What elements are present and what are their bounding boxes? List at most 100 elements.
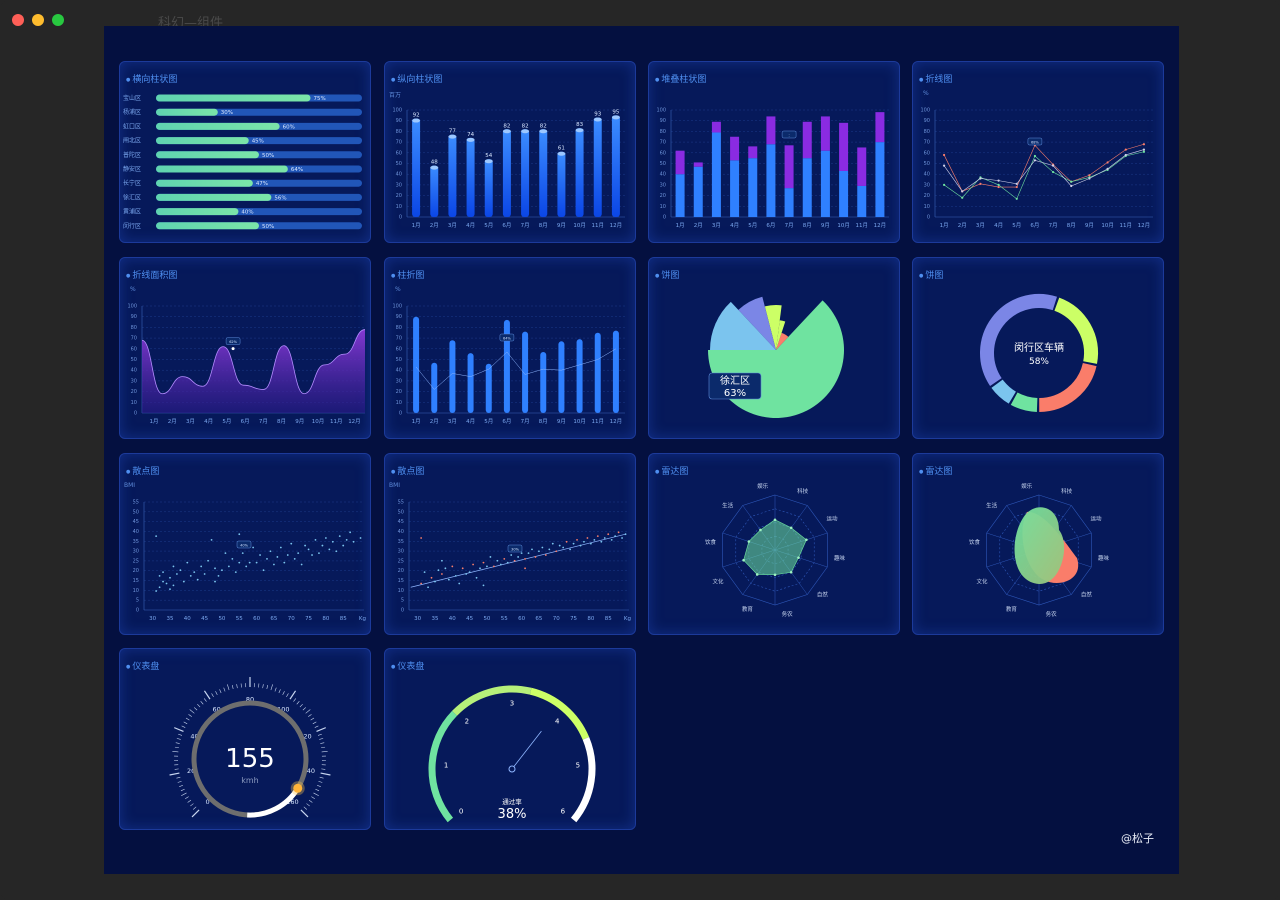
gauge-tick [189, 709, 195, 714]
bar [485, 363, 492, 413]
gauge-tick-label: 140 [303, 767, 315, 775]
gauge-tick-label: 1 [444, 761, 448, 769]
tooltip-box [507, 544, 523, 553]
y-tick-label: 100 [920, 108, 930, 114]
bar-segment [730, 136, 740, 161]
area-fill [142, 329, 365, 413]
y-tick-label: 15 [398, 578, 404, 584]
data-point [1124, 153, 1127, 157]
radar-indicator: 趣味 [834, 554, 846, 562]
x-tick-label: 6月 [241, 418, 250, 425]
tooltip-box [708, 372, 762, 400]
trend-line [410, 533, 626, 588]
bar-segment [857, 185, 867, 217]
data-label: 74 [467, 132, 474, 138]
data-point [614, 535, 617, 538]
x-tick-label: 5月 [1012, 222, 1021, 229]
x-tick-label: 80 [587, 616, 594, 622]
panel-title: 饼图 [655, 268, 679, 281]
vbar-panel: 纵向柱状图 百万 0 10 20 30 40 50 60 70 80 90 100 92 1月 48 2月 7… [384, 61, 636, 243]
y-tick-label: 40 [396, 172, 402, 178]
panel-title: 雷达图 [655, 464, 688, 477]
y-tick-label: 5 [136, 598, 139, 604]
data-point [238, 533, 241, 536]
bar [502, 129, 511, 217]
gauge-tick [303, 806, 308, 810]
bar [521, 129, 530, 217]
y-tick-label: 50 [131, 357, 137, 363]
data-point [447, 578, 450, 581]
data-point [441, 559, 443, 562]
data-point [420, 582, 423, 585]
y-tick-label: 60 [924, 150, 930, 156]
y-tick-label: 60 [131, 346, 137, 352]
y-tick-label: 20 [660, 193, 666, 199]
data-point [531, 548, 533, 551]
x-tick-label: 70 [553, 616, 560, 622]
data-point [269, 550, 272, 553]
category-label: 静安区 [123, 165, 141, 173]
close-button[interactable] [12, 14, 24, 26]
x-tick-label: 50 [218, 616, 225, 622]
bar [412, 118, 421, 217]
data-point [534, 556, 537, 558]
data-point [510, 554, 513, 556]
data-point [548, 548, 551, 551]
y-tick-label: 25 [398, 558, 404, 564]
data-point [307, 548, 310, 551]
gauge-tick [172, 751, 179, 753]
bar-cap [430, 165, 439, 170]
data-point [475, 576, 478, 579]
x-tick-label: 45 [201, 616, 208, 622]
gauge-tick [176, 738, 181, 740]
bar-cap [448, 134, 457, 139]
bar [430, 165, 439, 217]
x-tick-label: 9月 [557, 222, 566, 229]
data-point [155, 535, 158, 538]
radar-indicator: 自然 [1081, 590, 1093, 598]
donut-segment [1054, 297, 1098, 364]
x-tick-label: 2月 [694, 222, 703, 229]
x-tick-label: 40 [184, 616, 191, 622]
data-point [200, 565, 203, 568]
x-tick-label: 7月 [521, 222, 530, 229]
data-point [486, 565, 488, 568]
bar [156, 122, 280, 130]
donut-panel: 饼图 闵行区车辆 58% [912, 257, 1164, 439]
y-tick-label: 70 [924, 140, 930, 146]
data-point [162, 580, 164, 583]
data-point [423, 571, 426, 574]
data-point [461, 567, 464, 570]
bar-cap [521, 129, 530, 134]
y-tick-label: 15 [133, 578, 139, 584]
maximize-button[interactable] [52, 14, 64, 26]
data-point [430, 576, 433, 579]
data-label: 82 [503, 123, 510, 129]
bar [594, 332, 601, 413]
y-tick-label: 50 [396, 357, 402, 363]
hbar-chart: 宝山区 75% 杨浦区 30% 虹口区 60% 闸北区 45% 普陀区 50% 静安区 64% 长宁区 4… [123, 94, 362, 230]
x-tick-label: 9月 [557, 418, 566, 425]
x-tick-label: 35 [166, 616, 173, 622]
data-label: 40% [241, 210, 253, 216]
radar-indicator: 娱乐 [757, 482, 769, 490]
minimize-button[interactable] [32, 14, 44, 26]
data-point [555, 550, 558, 553]
x-tick-label: 11月 [1120, 222, 1133, 229]
panel-title: 仪表盘 [391, 659, 424, 672]
data-point [1124, 148, 1127, 151]
bar [156, 179, 253, 187]
data-point [565, 540, 568, 543]
data-point [158, 574, 161, 577]
gauge-needle [513, 730, 542, 767]
bar-segment [820, 116, 830, 151]
donut-segment [1038, 362, 1097, 412]
y-tick-label: 10 [396, 400, 402, 406]
data-point [328, 548, 331, 551]
data-point [262, 569, 265, 572]
data-point [279, 546, 282, 549]
data-point [569, 548, 572, 551]
x-tick-label: 12月 [348, 418, 361, 425]
